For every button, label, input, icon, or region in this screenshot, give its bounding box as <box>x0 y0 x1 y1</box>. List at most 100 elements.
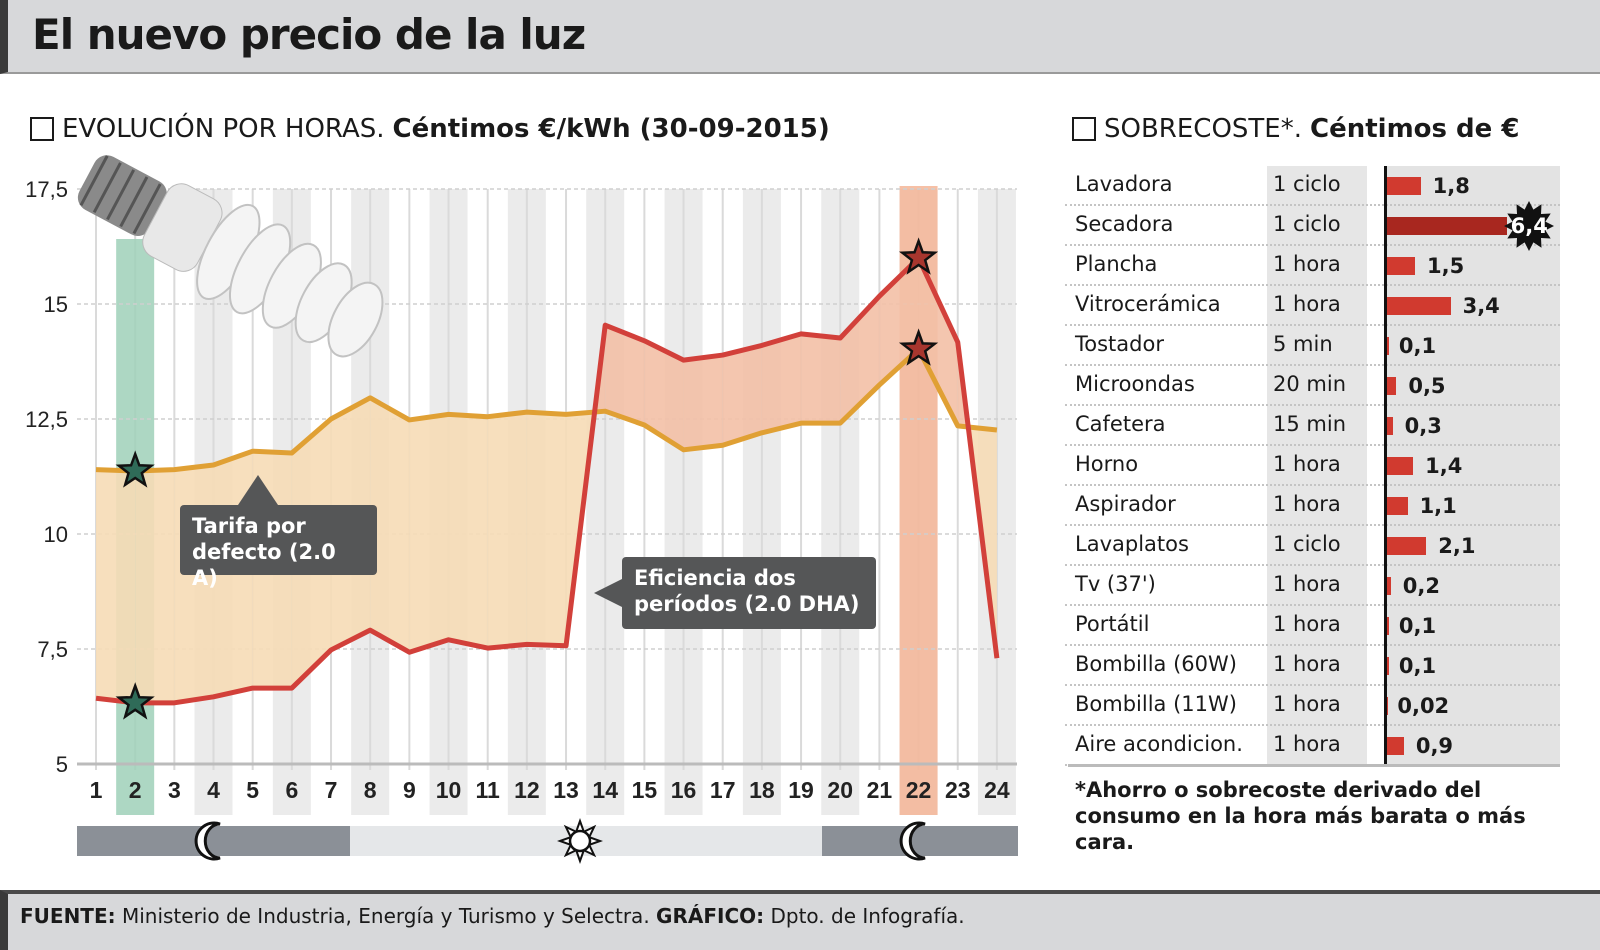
area-between-series <box>644 340 684 450</box>
bulb-thread <box>132 183 162 235</box>
overcost-bar <box>1387 417 1393 435</box>
usage-duration: 1 hora <box>1273 292 1341 316</box>
area-between-series <box>526 412 567 646</box>
footer-bar: FUENTE: Ministerio de Industria, Energía… <box>0 890 1600 950</box>
x-tick-label: 18 <box>749 777 775 803</box>
overcost-value-label: 0,3 <box>1404 414 1442 438</box>
page-title: El nuevo precio de la luz <box>32 10 586 59</box>
overcost-bar <box>1387 297 1451 315</box>
table-row: Aspirador 1 hora 1,1 <box>1065 486 1560 526</box>
overcost-value-label: 6,4 <box>1510 214 1548 238</box>
x-tick-label: 10 <box>436 777 462 803</box>
overcost-value-label: 0,1 <box>1398 654 1437 678</box>
table-row: Aire acondicion. 1 hora 0,9 <box>1065 726 1560 766</box>
x-tick-label: 13 <box>553 777 579 803</box>
star-marker-icon <box>898 328 939 366</box>
light-bulb-image <box>77 155 384 358</box>
usage-duration: 1 ciclo <box>1273 532 1341 556</box>
overcost-value-label: 1,5 <box>1427 254 1465 278</box>
overcost-value-label: 1,1 <box>1419 494 1457 518</box>
footer-credits: FUENTE: Ministerio de Industria, Energía… <box>20 904 965 928</box>
y-tick-label: 15 <box>44 292 68 317</box>
overcost-value-label: 3,4 <box>1462 294 1500 318</box>
area-between-series <box>409 414 449 653</box>
x-tick-label: 11 <box>476 777 501 803</box>
x-tick-label: 16 <box>671 777 697 803</box>
x-tick-label: 22 <box>906 777 932 803</box>
overcost-value-label: 0,02 <box>1397 694 1450 718</box>
table-row: Portátil 1 hora 0,1 <box>1065 606 1560 646</box>
usage-duration: 1 hora <box>1273 732 1341 756</box>
graphic-label: GRÁFICO: <box>656 904 765 928</box>
x-tick-label: 3 <box>168 777 181 803</box>
table-row: Lavadora 1 ciclo 1,8 <box>1065 166 1560 206</box>
usage-duration: 1 hora <box>1273 572 1341 596</box>
checkbox-square-icon <box>1072 117 1096 141</box>
graphic-text: Dpto. de Infografía. <box>770 904 965 928</box>
area-between-series <box>96 469 136 703</box>
footnote: *Ahorro o sobrecoste derivado del consum… <box>1075 778 1526 854</box>
duration-column-band <box>1267 166 1367 766</box>
appliance-name: Aire acondicion. <box>1075 732 1243 756</box>
x-tick-label: 20 <box>827 777 853 803</box>
x-tick-label: 2 <box>129 777 142 803</box>
x-tick-label: 14 <box>592 777 618 803</box>
overcost-bar <box>1387 257 1416 275</box>
appliance-name: Aspirador <box>1075 492 1176 516</box>
series-line-default-tariff <box>95 346 998 474</box>
bulb-thread <box>92 162 122 214</box>
table-row: Tv (37') 1 hora 0,2 <box>1065 566 1560 606</box>
usage-duration: 15 min <box>1273 412 1346 436</box>
y-tick-label: 17,5 <box>25 177 68 202</box>
appliance-name: Secadora <box>1075 212 1174 236</box>
overcost-bar <box>1387 497 1408 515</box>
y-tick-label: 7,5 <box>37 637 68 662</box>
y-tick-label: 12,5 <box>25 407 68 432</box>
usage-duration: 1 hora <box>1273 252 1341 276</box>
bulb-coil <box>327 281 384 358</box>
table-row: Plancha 1 hora 1,5 <box>1065 246 1560 286</box>
table-row: Tostador 5 min 0,1 <box>1065 326 1560 366</box>
appliance-name: Tv (37') <box>1075 572 1156 596</box>
usage-duration: 20 min <box>1273 372 1346 396</box>
appliance-name: Lavadora <box>1075 172 1173 196</box>
area-between-series <box>918 258 958 426</box>
table-row: Vitrocerámica 1 hora 3,4 <box>1065 286 1560 326</box>
callout-two-periods: Eficiencia dos períodos (2.0 DHA) <box>594 557 876 629</box>
header-bar: El nuevo precio de la luz <box>0 0 1600 74</box>
overcost-value-label: 2,1 <box>1438 534 1476 558</box>
title-plain: SOBRECOSTE*. <box>1104 114 1302 144</box>
overcost-value-label: 0,1 <box>1398 334 1437 358</box>
night-period-bar <box>822 826 1018 856</box>
checkbox-square-icon <box>30 117 54 141</box>
star-marker-icon <box>115 682 155 720</box>
overcost-bar <box>1387 737 1404 755</box>
overcost-value-label: 0,1 <box>1398 614 1437 638</box>
area-between-series <box>801 333 841 424</box>
overcost-value-label: 1,8 <box>1432 174 1470 198</box>
table-row: Bombilla (11W) 1 hora 0,02 <box>1065 686 1560 726</box>
usage-duration: 1 hora <box>1273 452 1341 476</box>
usage-duration: 1 ciclo <box>1273 172 1341 196</box>
bulb-thread <box>106 169 136 221</box>
star-marker-icon <box>115 450 155 488</box>
x-tick-label: 8 <box>364 777 377 803</box>
x-tick-label: 24 <box>984 777 1010 803</box>
usage-duration: 1 ciclo <box>1273 212 1341 236</box>
title-plain: EVOLUCIÓN POR HORAS. <box>62 114 385 144</box>
area-between-series <box>448 414 488 649</box>
x-tick-label: 9 <box>403 777 416 803</box>
x-tick-label: 17 <box>710 777 736 803</box>
y-tick-label: 10 <box>44 522 68 547</box>
area-between-series <box>605 325 645 425</box>
overcost-value-label: 0,9 <box>1415 734 1454 758</box>
area-between-series <box>722 345 762 446</box>
callout-default-tariff: Tarifa por defecto (2.0 A) <box>180 475 377 590</box>
sun-core <box>568 829 592 853</box>
series-line-two-periods <box>95 255 1000 706</box>
appliance-name: Horno <box>1075 452 1139 476</box>
appliance-name: Plancha <box>1075 252 1158 276</box>
overcost-value-label: 1,4 <box>1425 454 1463 478</box>
x-tick-label: 1 <box>90 777 103 803</box>
